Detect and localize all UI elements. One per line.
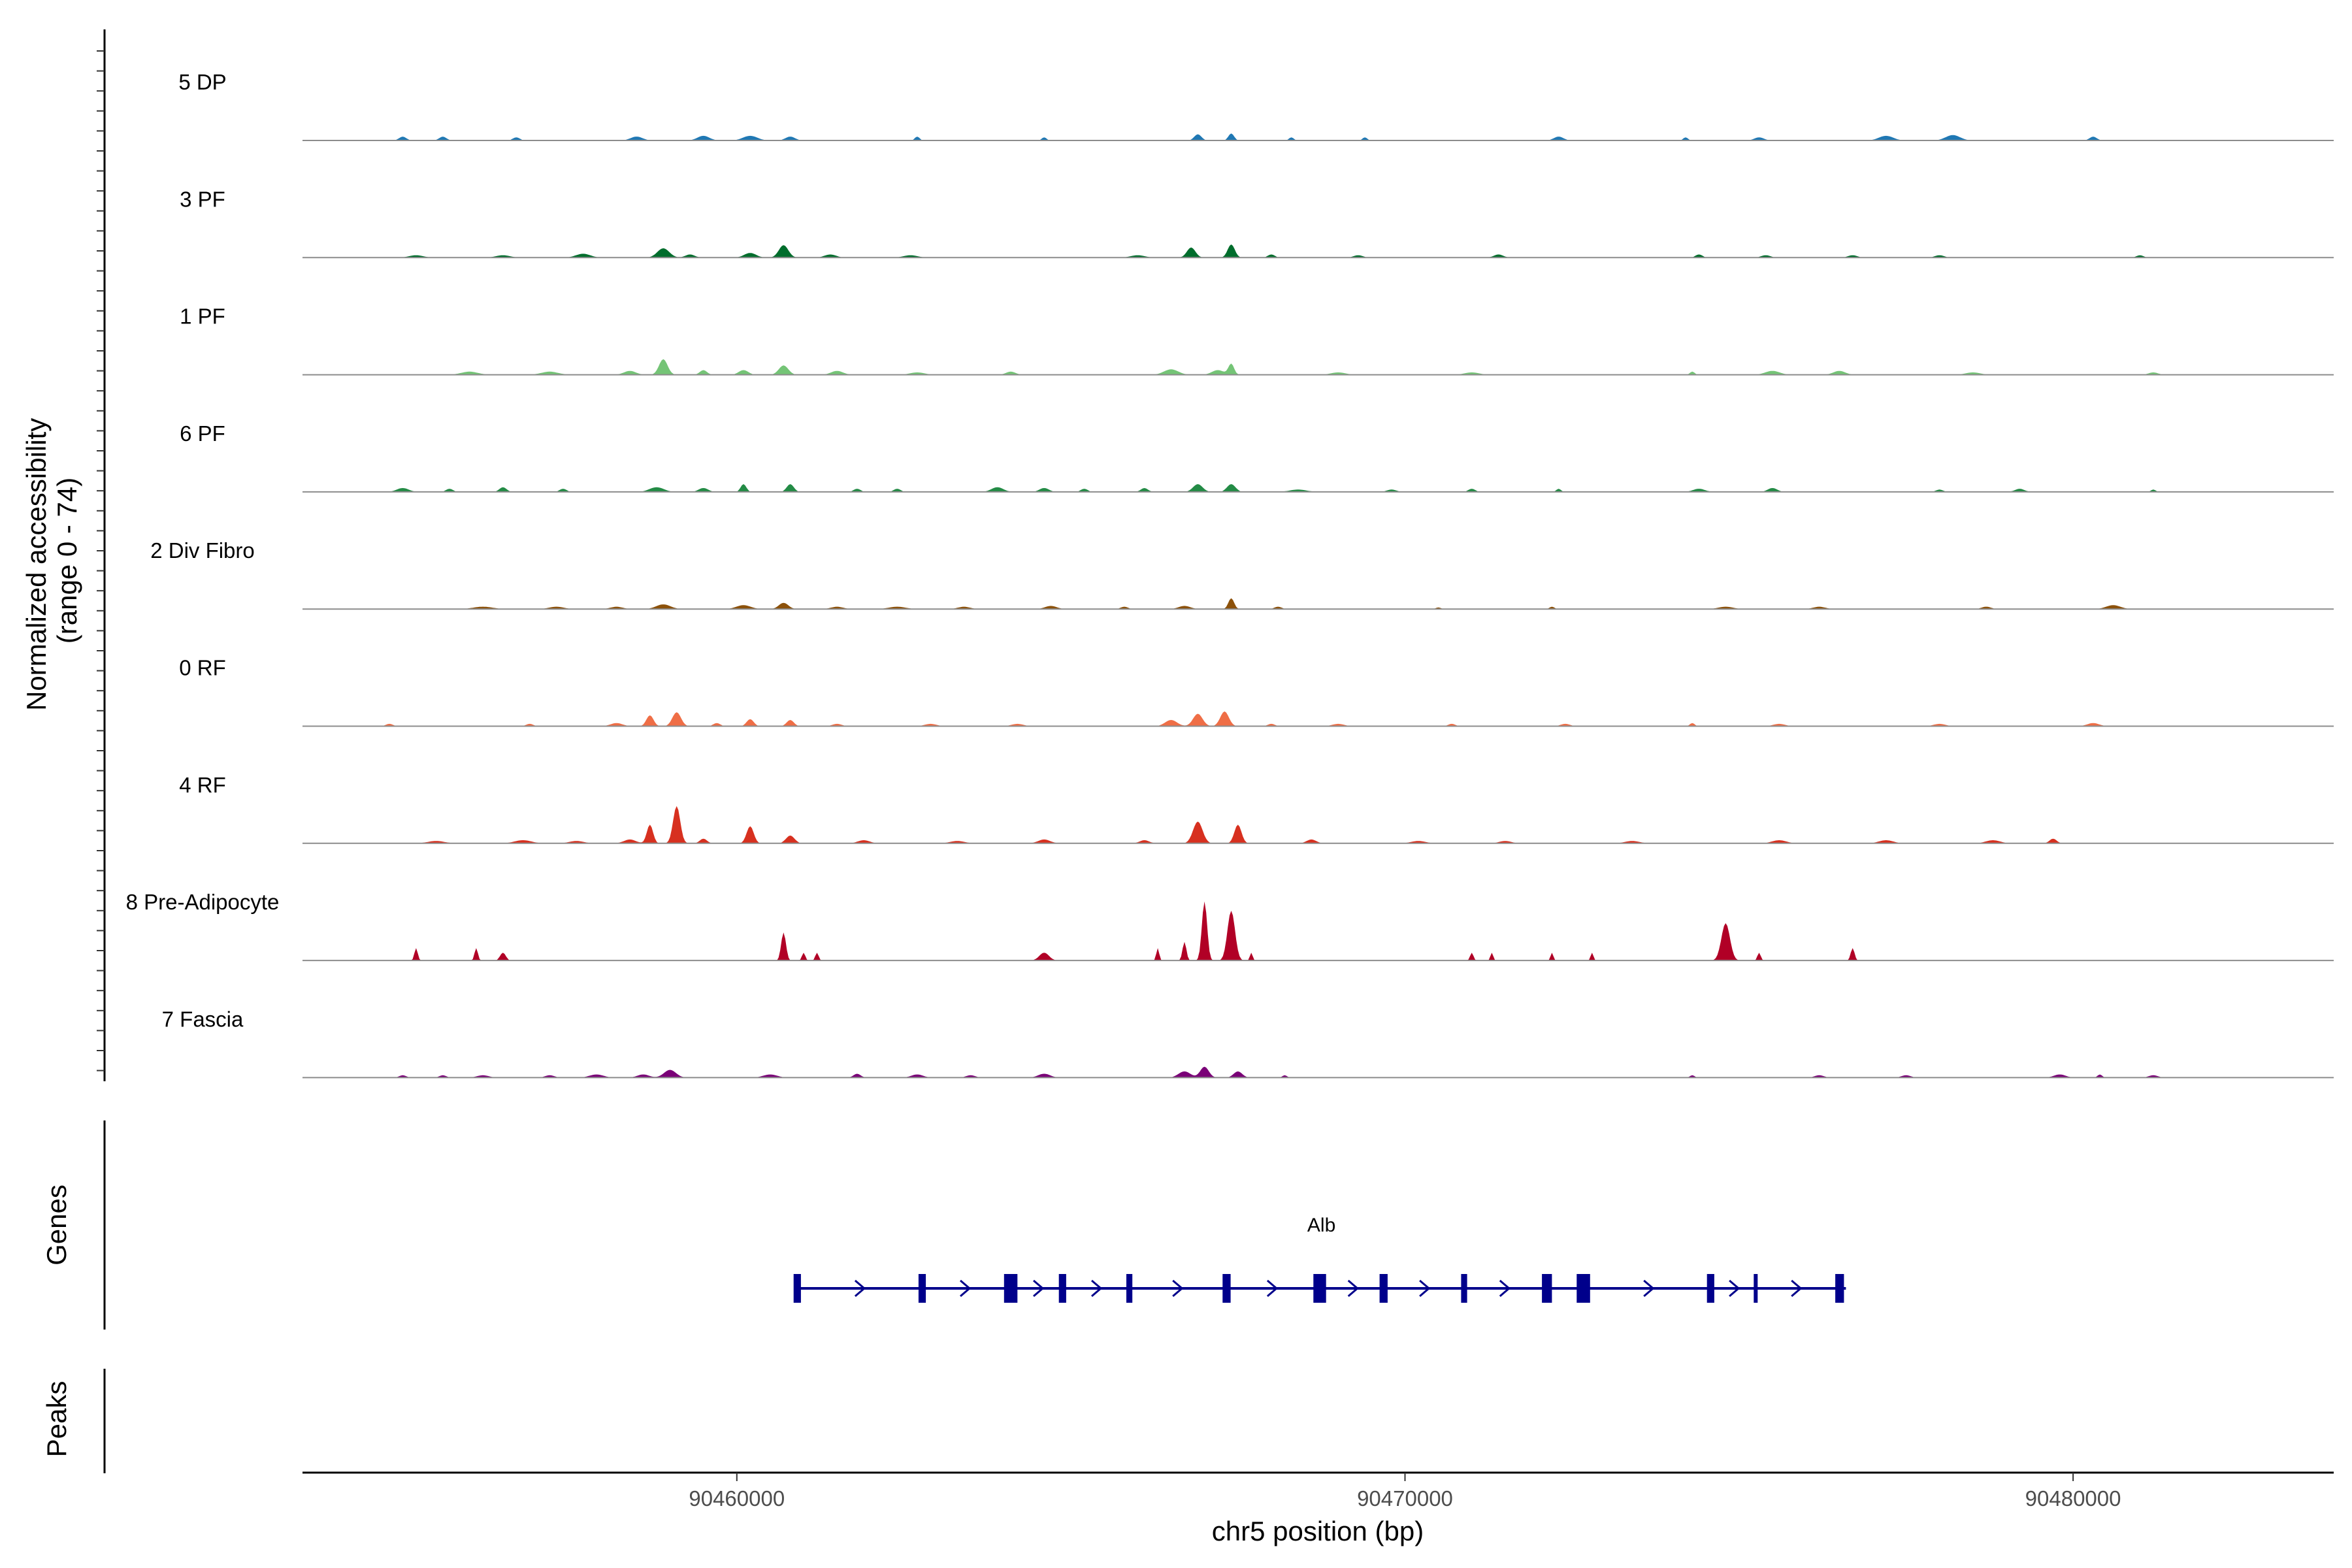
gene-exon	[1576, 1274, 1590, 1303]
peaks-panel: Peaks	[41, 1369, 106, 1473]
y-axis-title-line-2: (range 0 - 74)	[52, 478, 82, 644]
track-4-rf: 4 RF	[179, 773, 2334, 844]
gene-exon	[1004, 1274, 1018, 1303]
gene-exon	[1379, 1274, 1388, 1303]
gene-exon	[918, 1274, 926, 1303]
track-label: 3 PF	[180, 187, 225, 211]
coverage-area	[302, 244, 2334, 258]
coverage-area	[302, 359, 2334, 375]
strand-chevron	[1643, 1279, 1655, 1298]
coverage-y-axis	[97, 29, 106, 1081]
strand-chevron	[1266, 1279, 1279, 1298]
peaks-label: Peaks	[41, 1381, 72, 1458]
gene-exon	[1542, 1274, 1552, 1303]
strand-chevron	[1419, 1279, 1431, 1298]
gene-model: Alb	[793, 1215, 1846, 1303]
x-axis-title: chr5 position (bp)	[1212, 1516, 1424, 1546]
track-6-pf: 6 PF	[180, 421, 2334, 493]
x-tick-label: 90480000	[2025, 1486, 2121, 1511]
track-label: 2 Div Fibro	[150, 538, 255, 563]
track-0-rf: 0 RF	[179, 656, 2334, 727]
strand-chevron	[1791, 1279, 1803, 1298]
coverage-area	[302, 901, 2334, 961]
strand-chevron	[1172, 1279, 1184, 1298]
genes-label: Genes	[41, 1184, 72, 1266]
track-1-pf: 1 PF	[180, 304, 2334, 376]
track-label: 6 PF	[180, 421, 225, 446]
track-7-fascia: 7 Fascia	[162, 1007, 2334, 1079]
strand-chevron	[1033, 1279, 1045, 1298]
x-axis: 90460000 90470000 90480000	[302, 1471, 2334, 1511]
gene-exon	[1126, 1274, 1133, 1303]
track-8-pre-adipocyte: 8 Pre-Adipocyte	[126, 890, 2334, 962]
coverage-area	[302, 484, 2334, 492]
genes-panel: Genes Alb	[41, 1120, 1846, 1330]
track-5-dp: 5 DP	[178, 70, 2334, 141]
coverage-area	[302, 806, 2334, 843]
strand-chevron	[1499, 1279, 1511, 1298]
track-label: 1 PF	[180, 304, 225, 329]
coverage-tracks: 5 DP 3 PF 1 PF 6 PF 2 Div Fibro 0 RF 4 RF 8 Pre…	[126, 70, 2334, 1079]
gene-label: Alb	[1307, 1215, 1335, 1236]
coverage-area	[302, 1066, 2334, 1078]
gene-exon	[793, 1274, 801, 1303]
gene-exon	[1707, 1274, 1714, 1303]
gene-exon	[1313, 1274, 1326, 1303]
x-tick-label: 90460000	[689, 1486, 785, 1511]
strand-chevron	[1347, 1279, 1360, 1298]
track-label: 0 RF	[179, 656, 226, 680]
coverage-y-axis-title: Normalized accessibility (range 0 - 74)	[21, 410, 82, 711]
gene-exon	[1754, 1274, 1758, 1303]
coverage-area	[302, 598, 2334, 610]
gene-exon	[1835, 1274, 1844, 1303]
strand-chevron	[1091, 1279, 1103, 1298]
coverage-area	[302, 133, 2334, 140]
track-label: 4 RF	[179, 773, 226, 797]
gene-exon	[1058, 1274, 1066, 1303]
strand-chevron	[960, 1279, 972, 1298]
track-label: 5 DP	[178, 70, 226, 94]
x-tick-label: 90470000	[1357, 1486, 1453, 1511]
gene-exon	[1222, 1274, 1231, 1303]
track-label: 8 Pre-Adipocyte	[126, 890, 280, 914]
strand-chevron	[854, 1279, 866, 1298]
track-label: 7 Fascia	[162, 1007, 244, 1031]
gene-exon	[1461, 1274, 1467, 1303]
track-3-pf: 3 PF	[180, 187, 2334, 259]
track-2-div-fibro: 2 Div Fibro	[150, 538, 2334, 610]
coverage-area	[302, 711, 2334, 727]
y-axis-title-line-1: Normalized accessibility	[21, 418, 52, 711]
strand-chevron	[1729, 1279, 1740, 1298]
